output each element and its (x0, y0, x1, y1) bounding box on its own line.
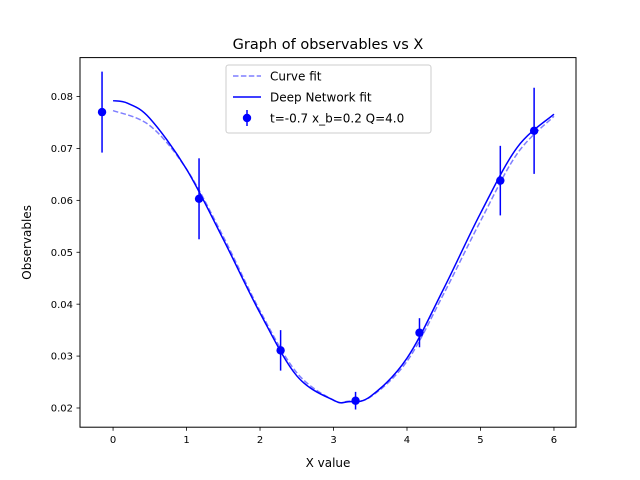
y-tick-label: 0.02 (51, 404, 73, 415)
x-tick-label: 4 (404, 435, 410, 446)
data-point (415, 328, 424, 337)
data-point (276, 346, 285, 355)
y-tick-label: 0.07 (51, 144, 73, 155)
data-point (496, 176, 505, 185)
x-tick-label: 6 (551, 435, 557, 446)
data-point (97, 107, 107, 117)
legend-label: Deep Network fit (270, 91, 372, 105)
x-tick-label: 0 (110, 435, 116, 446)
x-tick-label: 2 (257, 435, 263, 446)
chart-title: Graph of observables vs X (233, 37, 424, 53)
legend-marker (242, 113, 252, 123)
x-axis-label: X value (306, 456, 351, 470)
x-tick-label: 1 (183, 435, 189, 446)
x-tick-label: 3 (330, 435, 336, 446)
y-tick-label: 0.06 (51, 196, 73, 207)
x-tick-label: 5 (477, 435, 483, 446)
legend-label: t=-0.7 x_b=0.2 Q=4.0 (270, 112, 404, 126)
deep-network-fit-line (112, 99, 555, 404)
y-tick-label: 0.04 (51, 300, 73, 311)
data-point (529, 126, 539, 135)
data-point (194, 194, 204, 203)
data-point (351, 396, 360, 405)
legend-label: Curve fit (270, 70, 322, 84)
y-tick-label: 0.03 (51, 352, 73, 363)
y-axis-label: Observables (20, 205, 34, 280)
plot-frame (79, 57, 577, 428)
legend-box (225, 64, 432, 134)
y-tick-label: 0.05 (51, 248, 73, 259)
y-tick-label: 0.08 (51, 92, 73, 103)
